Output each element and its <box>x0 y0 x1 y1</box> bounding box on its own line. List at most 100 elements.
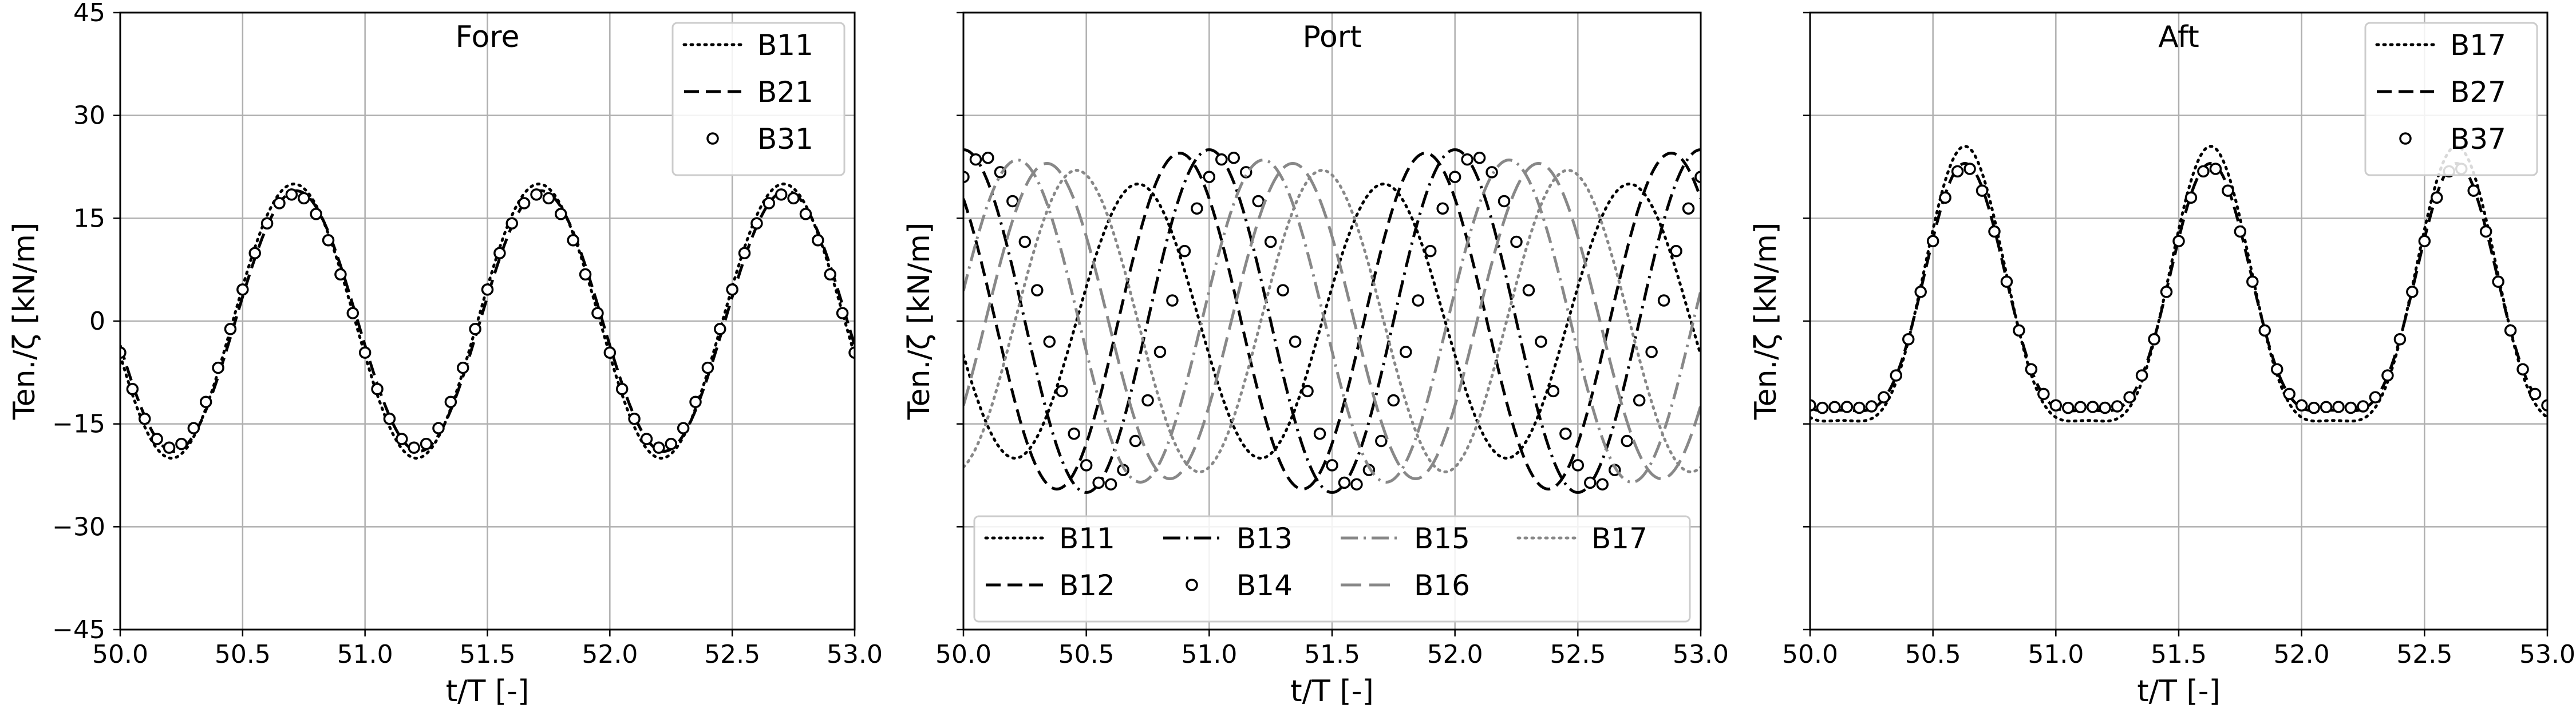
point-b31 <box>248 247 261 260</box>
point-b14 <box>1166 294 1179 307</box>
point-b31 <box>750 217 763 230</box>
point-b37 <box>2541 399 2547 412</box>
point-b14 <box>1141 394 1154 407</box>
point-b31 <box>738 247 751 260</box>
legend-label-b17: B17 <box>2450 29 2506 62</box>
point-b31 <box>322 234 335 247</box>
legend-label-b17: B17 <box>1591 522 1647 555</box>
point-b31 <box>665 437 677 450</box>
point-b37 <box>2295 399 2308 412</box>
point-b31 <box>848 346 855 359</box>
point-b31 <box>371 382 384 395</box>
point-b31 <box>187 422 200 434</box>
legend-label-b11: B11 <box>1059 522 1115 555</box>
x-tick-label: 52.5 <box>2396 640 2452 669</box>
panel-port: 50.0 50.5 51.0 51.5 52.0 52.5 53.0 Port t/T [-] T… <box>902 11 1729 709</box>
x-tick-label: 50.0 <box>1782 640 1838 669</box>
point-b31 <box>555 208 567 220</box>
panel-title: Fore <box>455 20 519 54</box>
point-b31 <box>615 382 629 395</box>
x-tick-label: 51.5 <box>460 640 516 669</box>
point-b37 <box>2000 275 2013 288</box>
point-b31 <box>714 323 726 335</box>
legend-box <box>973 515 1691 623</box>
legend-label-b31: B31 <box>757 122 813 156</box>
point-b31 <box>151 433 163 445</box>
point-b31 <box>432 422 445 434</box>
legend-label-b37: B37 <box>2450 122 2506 156</box>
series-layer <box>1810 145 2547 423</box>
point-b37 <box>2431 191 2443 204</box>
point-b14 <box>1252 195 1265 208</box>
point-b14 <box>1621 434 1633 448</box>
y-tick-label: 0 <box>89 307 105 336</box>
point-b37 <box>1890 369 1903 382</box>
point-b31 <box>383 412 396 425</box>
x-axis-label: t/T [-] <box>2137 674 2221 709</box>
point-b14 <box>1485 166 1498 179</box>
point-b14 <box>1264 235 1277 248</box>
point-b14 <box>1215 153 1228 166</box>
point-b14 <box>982 152 994 164</box>
series-line-b13 <box>963 148 1701 494</box>
x-tick-label: 52.5 <box>1550 640 1606 669</box>
point-b14 <box>1657 294 1670 307</box>
x-tick-label: 52.5 <box>704 640 760 669</box>
point-b31 <box>567 234 579 247</box>
y-tick-label: −30 <box>52 512 105 541</box>
point-b14 <box>1584 476 1597 489</box>
x-tick-label: 51.5 <box>1304 640 1360 669</box>
point-b37 <box>1926 235 1939 248</box>
point-b37 <box>1810 399 1816 412</box>
legend-marker-b37 <box>2399 132 2412 145</box>
point-b14 <box>1350 478 1363 490</box>
point-b14 <box>1153 346 1167 358</box>
point-b14 <box>1448 171 1461 183</box>
point-b31 <box>285 188 298 201</box>
series-line-b15 <box>963 158 1701 484</box>
point-b14 <box>1473 152 1486 164</box>
point-b31 <box>677 422 690 434</box>
point-b37 <box>2135 369 2148 382</box>
point-b37 <box>2270 363 2283 376</box>
point-b37 <box>2049 399 2063 412</box>
point-b37 <box>2504 324 2517 337</box>
x-tick-label: 51.0 <box>337 640 393 669</box>
point-b31 <box>444 395 457 408</box>
x-tick-label: 51.5 <box>2151 640 2207 669</box>
point-b31 <box>824 268 836 281</box>
point-b31 <box>799 208 812 220</box>
point-b37 <box>2492 275 2504 288</box>
x-tick-label: 52.0 <box>1427 640 1483 669</box>
legend-marker-b31 <box>706 132 719 145</box>
point-b31 <box>591 307 604 319</box>
x-tick-label: 50.5 <box>1058 640 1115 669</box>
point-b14 <box>1682 202 1695 215</box>
point-b14 <box>1191 202 1203 215</box>
point-b31 <box>126 382 139 395</box>
point-b31 <box>469 323 481 335</box>
point-b37 <box>2062 401 2075 414</box>
point-b37 <box>2528 387 2542 401</box>
legend-label-b21: B21 <box>757 76 813 109</box>
point-b31 <box>212 361 224 374</box>
point-b14 <box>1338 476 1351 489</box>
point-b31 <box>493 247 506 260</box>
point-b14 <box>1055 385 1068 398</box>
point-b31 <box>517 197 531 209</box>
point-b31 <box>358 346 372 359</box>
panel-aft: 50.0 50.5 51.0 51.5 52.0 52.5 53.0 Aft t/T [-] Te… <box>1749 11 2575 709</box>
point-b14 <box>1129 434 1142 448</box>
point-b37 <box>2123 391 2136 404</box>
point-b14 <box>1080 459 1093 472</box>
point-b14 <box>1043 335 1056 348</box>
point-b37 <box>1976 184 1989 197</box>
point-b37 <box>1840 401 1854 413</box>
point-b37 <box>2467 184 2480 197</box>
point-b31 <box>701 361 714 374</box>
point-b31 <box>346 307 359 319</box>
point-b31 <box>689 395 702 408</box>
point-b31 <box>224 323 237 335</box>
series-line-b21 <box>120 189 855 453</box>
point-b14 <box>1694 171 1701 183</box>
